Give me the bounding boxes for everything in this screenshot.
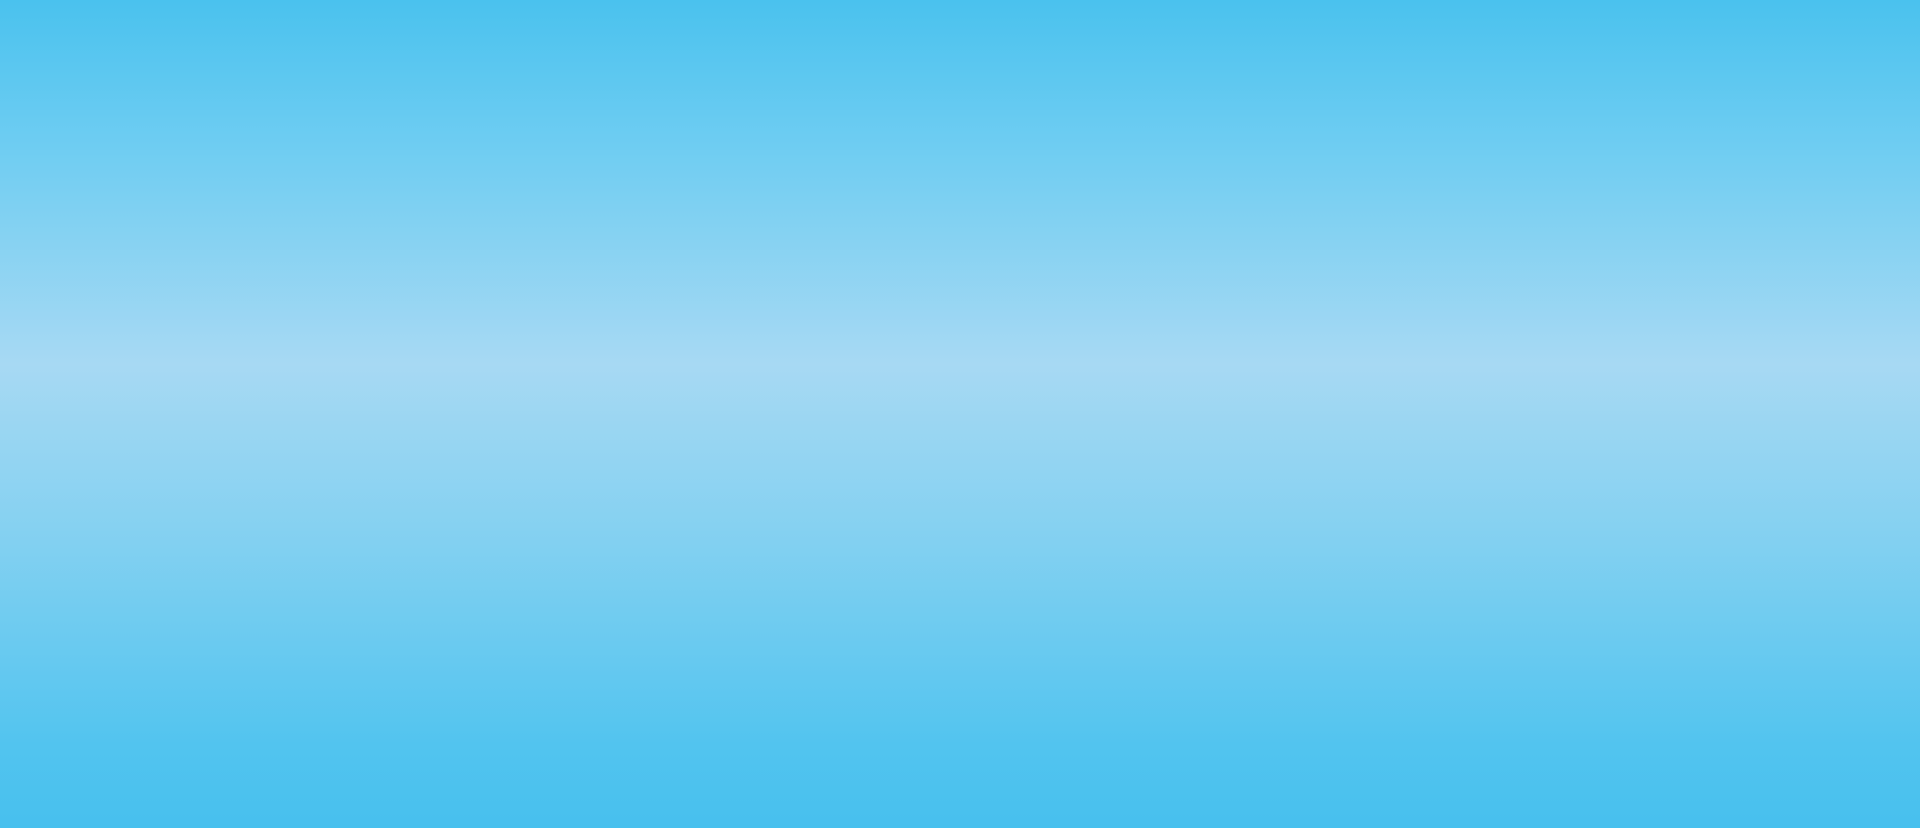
poster: [0, 0, 1920, 828]
spectrum-chart: [0, 0, 1920, 828]
